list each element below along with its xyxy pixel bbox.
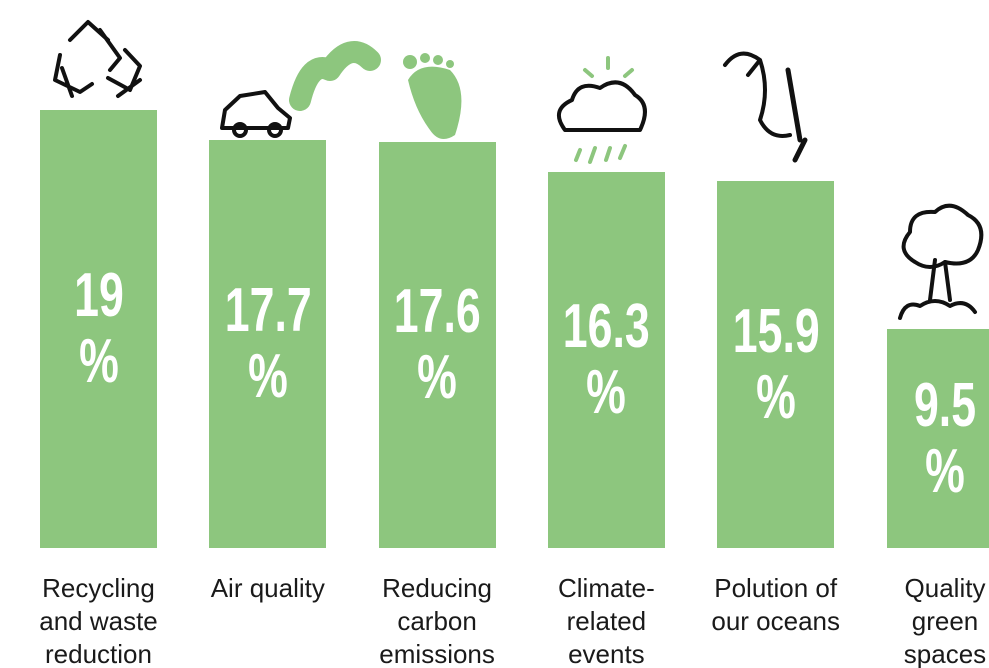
category-label: Quality green spaces (903, 573, 987, 668)
value-label: 16.3 % (563, 292, 651, 428)
cloud-icon (556, 56, 647, 164)
category-label: Reducing carbon emissions (379, 573, 495, 668)
bar (717, 181, 835, 548)
footprint-icon (403, 53, 462, 139)
category-label: Polution of our oceans (711, 573, 841, 636)
category-label: Climate-related events (557, 573, 655, 668)
bar (40, 110, 157, 548)
car-icon (220, 41, 381, 138)
value-label: 17.6 % (393, 277, 481, 413)
value-label: 15.9 % (732, 296, 820, 432)
value-label: 17.7 % (224, 275, 312, 411)
value-label: 9.5 % (913, 370, 977, 506)
recycle-icon (53, 20, 142, 98)
category-label: Air quality (210, 573, 325, 603)
seahorse-icon (723, 51, 808, 163)
value-label: 19 % (73, 261, 124, 396)
bar (209, 139, 327, 548)
category-label: Recycling and waste reduction (39, 573, 158, 668)
bar (886, 329, 989, 548)
bar (547, 172, 665, 548)
tree-icon (898, 203, 984, 320)
bar (378, 142, 496, 548)
